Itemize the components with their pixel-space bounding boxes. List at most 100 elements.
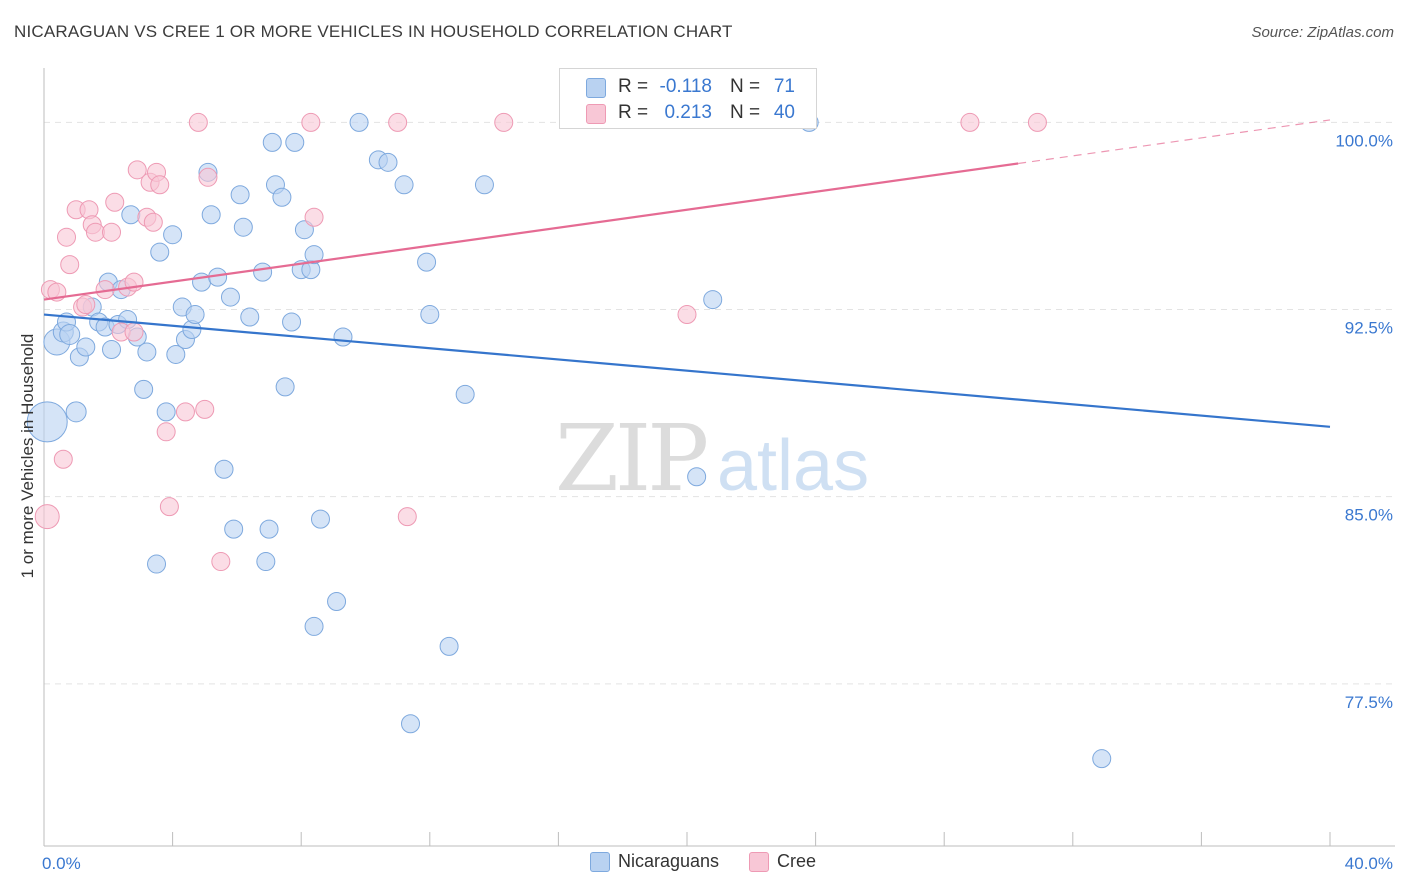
cree-point-33[interactable] <box>304 207 324 227</box>
nicaraguans-point-61[interactable] <box>417 252 437 272</box>
y-tick-label-0: 100.0% <box>1335 131 1393 150</box>
cree-point-5[interactable] <box>60 255 80 275</box>
cree-point-32[interactable] <box>301 112 321 132</box>
nicaraguans-point-12[interactable] <box>102 339 122 359</box>
nicaraguans-point-62[interactable] <box>420 305 440 325</box>
nicaraguans-point-51[interactable] <box>304 245 324 265</box>
nicaraguans-point-31[interactable] <box>201 205 221 225</box>
cree-point-11[interactable] <box>85 222 105 242</box>
nicaraguans-point-60[interactable] <box>401 714 421 734</box>
nicaraguans-point-4[interactable] <box>59 324 81 346</box>
chart-title: NICARAGUAN VS CREE 1 OR MORE VEHICLES IN… <box>14 22 733 41</box>
nicaraguans-point-33[interactable] <box>214 459 234 479</box>
axes <box>43 68 1395 847</box>
series-cree <box>34 112 1047 572</box>
nicaraguans-point-39[interactable] <box>253 262 273 282</box>
cree-point-38[interactable] <box>960 112 980 132</box>
nicaraguans-point-63[interactable] <box>439 636 459 656</box>
nicaraguans-point-7[interactable] <box>76 337 96 357</box>
nicaraguans-point-34[interactable] <box>220 287 240 307</box>
data-points <box>26 112 1112 769</box>
watermark-zip: ZIP <box>555 405 706 512</box>
nicaraguans-point-37[interactable] <box>233 217 253 237</box>
nicaraguans-point-54[interactable] <box>327 591 347 611</box>
nicaraguans-point-55[interactable] <box>333 327 353 347</box>
nicaraguans-point-19[interactable] <box>137 342 157 362</box>
nicaraguans-point-20[interactable] <box>147 554 167 574</box>
cree-point-35[interactable] <box>397 507 417 527</box>
nicaraguans-point-52[interactable] <box>304 616 324 636</box>
cree-point-29[interactable] <box>195 399 215 419</box>
nicaraguans-point-0[interactable] <box>26 401 68 443</box>
nicaraguans-trend-line <box>43 313 1331 428</box>
cree-point-19[interactable] <box>127 160 147 180</box>
nicaraguans-point-67[interactable] <box>703 290 723 310</box>
nicaraguans-point-64[interactable] <box>455 384 475 404</box>
cree-point-18[interactable] <box>124 322 144 342</box>
nicaraguans-point-45[interactable] <box>275 377 295 397</box>
x-tick-labels: 0.0% 40.0% <box>42 854 1393 873</box>
nicaraguans-point-40[interactable] <box>256 552 276 572</box>
cree-point-27[interactable] <box>175 402 195 422</box>
cree-point-31[interactable] <box>211 552 231 572</box>
cree-point-34[interactable] <box>388 112 408 132</box>
nicaraguans-point-36[interactable] <box>230 185 250 205</box>
watermark-atlas: atlas <box>717 426 869 506</box>
cree-swatch <box>586 104 606 124</box>
nicaraguans-point-58[interactable] <box>378 152 398 172</box>
cree-point-30[interactable] <box>198 167 218 187</box>
nicaraguans-point-28[interactable] <box>185 305 205 325</box>
nicaraguans-point-47[interactable] <box>285 132 305 152</box>
nicaraguans-point-42[interactable] <box>262 132 282 152</box>
cree-point-8[interactable] <box>76 295 96 315</box>
cree-point-37[interactable] <box>677 305 697 325</box>
n-label: N = <box>730 76 761 97</box>
nicaraguans-swatch <box>586 78 606 98</box>
nicaraguans-point-22[interactable] <box>156 402 176 422</box>
nicaraguans-point-16[interactable] <box>121 205 141 225</box>
legend-label: Nicaraguans <box>617 851 720 871</box>
nicaraguans-point-66[interactable] <box>687 467 707 487</box>
legend-item-cree[interactable]: Cree <box>749 851 816 872</box>
cree-legend-swatch <box>749 851 770 872</box>
bottom-legend: Nicaraguans Cree <box>0 851 1406 872</box>
nicaraguans-point-38[interactable] <box>240 307 260 327</box>
nicaraguans-point-23[interactable] <box>163 225 183 245</box>
nicaraguans-point-18[interactable] <box>134 379 154 399</box>
nicaraguans-point-44[interactable] <box>272 187 292 207</box>
nicaraguans-point-46[interactable] <box>282 312 302 332</box>
cree-point-13[interactable] <box>102 222 122 242</box>
cree-point-28[interactable] <box>188 112 208 132</box>
nicaraguans-point-35[interactable] <box>224 519 244 539</box>
nicaraguans-point-53[interactable] <box>310 509 330 529</box>
stats-row-nicaraguans: R = -0.118 N = 71 <box>560 75 816 101</box>
nicaraguans-point-69[interactable] <box>1092 749 1112 769</box>
y-tick-label-2: 85.0% <box>1345 506 1393 525</box>
cree-point-0[interactable] <box>34 504 60 530</box>
cree-point-4[interactable] <box>57 227 77 247</box>
cree-point-22[interactable] <box>143 212 163 232</box>
y-axis-label: 1 or more Vehicles in Household <box>18 334 37 579</box>
cree-point-39[interactable] <box>1027 112 1047 132</box>
legend-item-nicaraguans[interactable]: Nicaraguans <box>589 851 720 872</box>
nicaraguans-point-5[interactable] <box>65 401 87 423</box>
cree-point-3[interactable] <box>53 449 73 469</box>
cree-point-24[interactable] <box>150 175 170 195</box>
y-tick-label-1: 92.5% <box>1345 319 1393 338</box>
r-label: R = <box>618 102 649 123</box>
cree-point-14[interactable] <box>105 192 125 212</box>
nicaraguans-point-56[interactable] <box>349 112 369 132</box>
cree-point-36[interactable] <box>494 112 514 132</box>
stats-legend: R = -0.118 N = 71 R = 0.213 N = 40 <box>559 68 817 129</box>
trend-lines <box>43 119 1331 428</box>
nicaraguans-point-65[interactable] <box>474 175 494 195</box>
nicaraguans-point-24[interactable] <box>166 344 186 364</box>
nicaraguans-point-59[interactable] <box>394 175 414 195</box>
cree-point-25[interactable] <box>156 422 176 442</box>
cree-point-26[interactable] <box>159 497 179 517</box>
nicaraguans-point-41[interactable] <box>259 519 279 539</box>
r-value: -0.118 <box>659 76 712 97</box>
n-label: N = <box>730 102 761 123</box>
nicaraguans-point-21[interactable] <box>150 242 170 262</box>
